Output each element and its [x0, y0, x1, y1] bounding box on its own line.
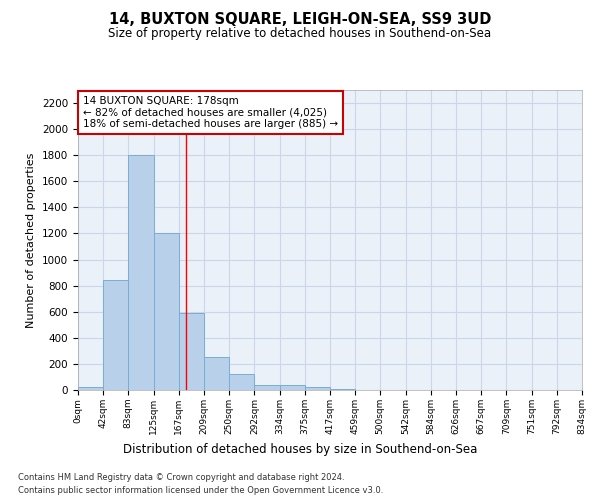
Bar — [154, 234, 179, 390]
Bar — [330, 388, 355, 390]
Text: 14, BUXTON SQUARE, LEIGH-ON-SEA, SS9 3UD: 14, BUXTON SQUARE, LEIGH-ON-SEA, SS9 3UD — [109, 12, 491, 28]
Text: Size of property relative to detached houses in Southend-on-Sea: Size of property relative to detached ho… — [109, 28, 491, 40]
Bar — [103, 280, 128, 390]
Bar — [229, 374, 254, 390]
Bar — [305, 386, 330, 390]
Text: 14 BUXTON SQUARE: 178sqm
← 82% of detached houses are smaller (4,025)
18% of sem: 14 BUXTON SQUARE: 178sqm ← 82% of detach… — [83, 96, 338, 129]
Bar — [78, 386, 103, 390]
Bar — [205, 358, 229, 390]
Text: Contains public sector information licensed under the Open Government Licence v3: Contains public sector information licen… — [18, 486, 383, 495]
Text: Contains HM Land Registry data © Crown copyright and database right 2024.: Contains HM Land Registry data © Crown c… — [18, 472, 344, 482]
Bar — [280, 385, 305, 390]
Bar — [254, 385, 280, 390]
Text: Distribution of detached houses by size in Southend-on-Sea: Distribution of detached houses by size … — [123, 442, 477, 456]
Y-axis label: Number of detached properties: Number of detached properties — [26, 152, 37, 328]
Bar — [128, 155, 154, 390]
Bar — [179, 313, 205, 390]
